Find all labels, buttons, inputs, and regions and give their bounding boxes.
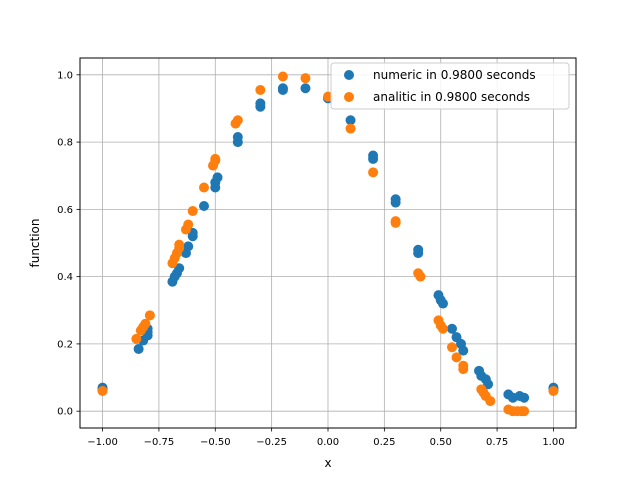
data-point [277,83,288,94]
data-point [437,323,448,334]
x-tick-label: 0.75 [486,437,508,448]
data-point [390,216,401,227]
data-point [519,392,530,403]
x-axis-label: x [324,456,331,470]
data-point [183,219,194,230]
y-tick-label: 0.0 [57,407,73,418]
x-tick-label: −0.75 [144,437,175,448]
y-axis-label: function [28,218,42,267]
y-tick-label: 1.0 [57,70,73,81]
data-point [368,167,379,178]
x-tick-label: −0.25 [256,437,287,448]
y-tick-label: 0.6 [57,205,73,216]
data-point [345,115,356,126]
data-point [277,71,288,82]
data-point [187,206,198,217]
data-point [255,84,266,95]
legend: numeric in 0.9800 seconds analitic in 0.9… [330,62,570,110]
data-point [212,172,223,183]
data-point [144,310,155,321]
series-1-points [97,71,559,417]
data-point [199,182,209,193]
data-point [415,271,426,282]
data-point [174,239,185,250]
data-point [199,201,209,211]
data-point [458,345,469,356]
x-tick-label: 0.50 [430,437,452,448]
data-point [548,386,559,396]
legend-marker [344,92,354,102]
series-0-points [97,83,559,403]
y-tick-label: 0.4 [57,272,73,283]
data-point [390,194,401,205]
data-point [183,241,194,252]
data-point [447,323,457,334]
data-point [519,406,530,417]
data-point [140,318,151,329]
grid-lines [80,58,576,428]
data-point [232,115,243,126]
data-point [300,73,311,84]
data-point [451,352,462,363]
data-point [255,98,266,109]
x-tick-label: 1.00 [542,437,564,448]
data-point [133,343,144,354]
data-point [368,150,379,161]
data-points [97,71,559,417]
legend-marker [344,70,354,80]
y-tick-label: 0.8 [57,138,73,149]
legend-label: analitic in 0.9800 seconds [373,90,530,104]
data-point [210,153,221,164]
data-point [437,298,448,309]
data-point [485,396,496,407]
data-point [300,83,311,94]
x-tick-label: −1.00 [87,437,118,448]
y-tick-label: 0.2 [57,339,73,350]
legend-frame [330,62,570,110]
legend-label: numeric in 0.9800 seconds [373,68,536,82]
x-tick-label: 0.00 [317,437,339,448]
data-point [458,364,469,375]
axis-ticks: −1.00 −0.75 −0.50 −0.25 0.00 0.25 0.50 0.75 1.00… [57,70,564,448]
data-point [413,244,424,255]
data-point [345,123,356,134]
x-tick-label: −0.50 [200,437,231,448]
data-point [232,132,243,143]
x-tick-label: 0.25 [373,437,395,448]
data-point [97,386,108,396]
data-point [131,333,142,344]
data-point [447,342,457,353]
